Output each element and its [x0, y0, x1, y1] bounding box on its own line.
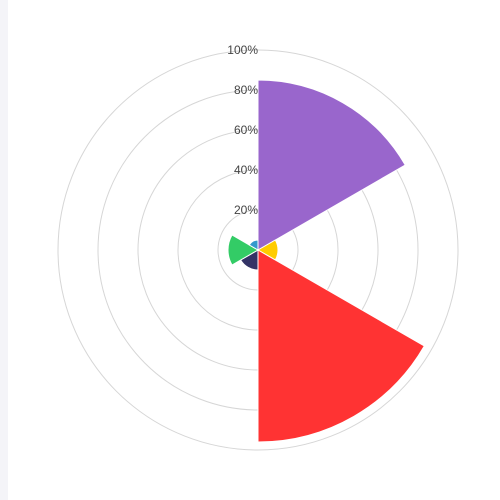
chart-card: 20% 40% 60% 80% 100% — [8, 0, 500, 500]
bar-series — [227, 79, 425, 443]
radial-tick-label: 100% — [227, 43, 258, 57]
polar-bar-C[interactable] — [257, 249, 425, 443]
polar-bar-F[interactable] — [248, 239, 259, 251]
polar-bar-chart: 20% 40% 60% 80% 100% — [57, 43, 459, 451]
radial-tick-labels: 20% 40% 60% 80% 100% — [227, 43, 258, 217]
radial-tick-label: 40% — [234, 163, 258, 177]
radial-tick-label: 20% — [234, 203, 258, 217]
grid-circle — [57, 49, 459, 451]
radial-tick-label: 60% — [234, 123, 258, 137]
polar-bar-A[interactable] — [257, 79, 406, 251]
radial-tick-label: 80% — [234, 83, 258, 97]
polar-bar-E[interactable] — [227, 234, 259, 266]
